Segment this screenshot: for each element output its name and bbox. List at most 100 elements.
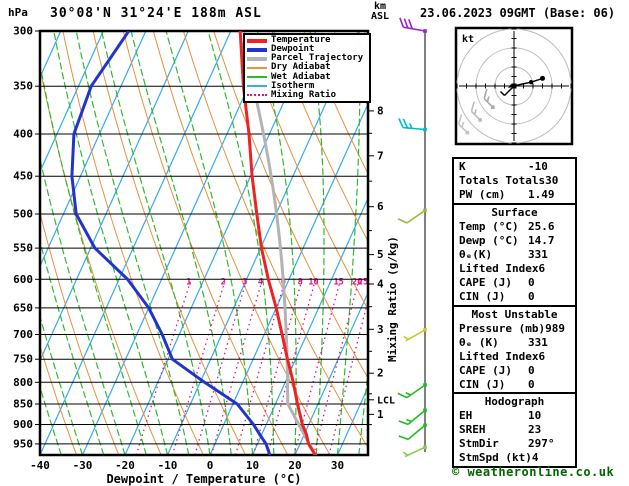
- stat-label: Dewp (°C): [459, 234, 519, 247]
- stat-row: Lifted Index 6: [454, 350, 575, 364]
- pressure-tick-label: 600: [13, 273, 33, 286]
- temp-tick-label: 20: [288, 459, 301, 472]
- stat-value: 331: [528, 248, 548, 261]
- mixing-ratio-axis-label: Mixing Ratio (g/kg): [386, 236, 399, 362]
- stat-label: CIN (J): [459, 290, 506, 303]
- wet-adiabat-line: [130, 31, 232, 455]
- dry-adiabat-line: [273, 31, 368, 243]
- stat-value: 6: [538, 350, 546, 363]
- mixing-ratio-line: [210, 279, 264, 455]
- km-tick-label: 5: [377, 248, 384, 261]
- mixing-ratio-line: [194, 279, 248, 455]
- pressure-tick-label: 950: [13, 437, 33, 450]
- stat-row: CIN (J) 0: [454, 378, 575, 392]
- temp-tick-label: -20: [115, 459, 135, 472]
- wet-adiabat-line: [256, 31, 297, 455]
- legend-swatch: [247, 47, 267, 52]
- temp-tick-label: 10: [246, 459, 259, 472]
- stat-row: θₑ(K) 331: [454, 248, 575, 262]
- stat-row: K -10: [454, 160, 575, 174]
- stat-label: PW (cm): [459, 188, 506, 201]
- datetime-label: 23.06.2023 09GMT (Base: 06): [420, 6, 616, 20]
- km-tick-label: 6: [377, 200, 384, 213]
- isotherm-line: [209, 102, 368, 455]
- stat-row: StmDir 297°: [454, 437, 575, 451]
- dry-adiabat-line: [243, 31, 368, 311]
- wet-adiabat-line: [53, 31, 169, 455]
- mixing-ratio-line: [252, 279, 303, 455]
- stat-row: StmSpd (kt) 4: [454, 451, 575, 465]
- legend-item-dewpoint: Dewpoint: [247, 45, 367, 54]
- stat-row: Lifted Index 6: [454, 262, 575, 276]
- dewpoint-line: [70, 31, 272, 455]
- pressure-tick-label: 450: [13, 170, 33, 183]
- legend-label: Wet Adiabat: [271, 71, 331, 82]
- isotherm-line: [294, 291, 368, 455]
- wind-barb: [483, 88, 495, 110]
- wet-adiabat-line: [358, 367, 368, 455]
- lcl-label: LCL: [377, 395, 395, 406]
- pressure-tick-label: 650: [13, 301, 33, 314]
- stat-value: 6: [538, 262, 546, 275]
- stat-label: Lifted Index: [459, 262, 539, 275]
- legend-swatch: [247, 56, 267, 61]
- stat-value: 0: [528, 364, 535, 377]
- stat-label: Pressure (mb): [459, 322, 546, 335]
- mixing-ratio-label: 2: [221, 277, 226, 287]
- wet-adiabat-line: [101, 31, 211, 455]
- legend-label: Mixing Ratio: [271, 89, 337, 100]
- pressure-tick-label: 350: [13, 80, 33, 93]
- stat-label: EH: [459, 409, 473, 422]
- wind-barb: [398, 118, 427, 132]
- stat-label: CAPE (J): [459, 276, 512, 289]
- panel-most-unstable: Most Unstable Pressure (mb) 989 θₑ (K) 331 Li…: [452, 305, 577, 395]
- hodograph: kt: [454, 26, 574, 146]
- legend-item-isotherm: Isotherm: [247, 81, 367, 91]
- panel-title: Hodograph: [484, 395, 545, 408]
- isotherm-line: [251, 196, 368, 455]
- wind-barb: [403, 328, 427, 342]
- wet-adiabat-line: [336, 31, 361, 455]
- dry-adiabat-line: [40, 344, 78, 455]
- stat-row: Pressure (mb) 989: [454, 322, 575, 336]
- temp-tick-label: -10: [158, 459, 178, 472]
- stat-row: EH 10: [454, 409, 575, 423]
- isotherm-line: [40, 31, 147, 268]
- pressure-tick-label: 900: [13, 418, 33, 431]
- mixing-ratio-line: [135, 279, 192, 455]
- legend-label: Temperature: [271, 35, 331, 46]
- stat-label: θₑ (K): [459, 336, 499, 349]
- temp-tick-label: -40: [30, 459, 50, 472]
- temp-tick-label: 30: [331, 459, 344, 472]
- stat-value: 30: [545, 174, 559, 187]
- km-tick-label: 4: [377, 278, 384, 291]
- stat-row: PW (cm) 1.49: [454, 188, 575, 202]
- dry-adiabat-line: [605, 31, 629, 455]
- dry-adiabat-line: [182, 31, 368, 449]
- legend-swatch: [247, 94, 267, 97]
- panel-title: Most Unstable: [471, 308, 558, 321]
- stat-value: 0: [528, 276, 535, 289]
- km-tick-label: 7: [377, 149, 384, 162]
- legend-item-dry-adiabat: Dry Adiabat: [247, 63, 367, 72]
- hodograph-unit-label: kt: [462, 34, 474, 45]
- stat-row: CAPE (J) 0: [454, 364, 575, 378]
- parcel-trajectory-line: [240, 41, 318, 455]
- wet-adiabat-line: [165, 31, 254, 455]
- legend-swatch: [247, 38, 267, 43]
- wet-adiabat-line: [40, 61, 147, 455]
- plot-border: [38, 29, 370, 457]
- stat-row: Totals Totals 30: [454, 174, 575, 188]
- isotherm-line: [40, 31, 232, 455]
- pressure-tick-label: 750: [13, 353, 33, 366]
- legend-swatch: [247, 76, 267, 79]
- km-tick-label: 1: [377, 408, 384, 421]
- isotherm-line: [81, 31, 274, 455]
- stat-value: 989: [545, 322, 565, 335]
- wind-barb: [398, 423, 427, 441]
- wind-barb: [398, 408, 427, 426]
- pressure-unit-label: hPa: [8, 6, 28, 19]
- storm-motion-vector: [503, 86, 514, 97]
- mixing-ratio-line: [312, 279, 360, 455]
